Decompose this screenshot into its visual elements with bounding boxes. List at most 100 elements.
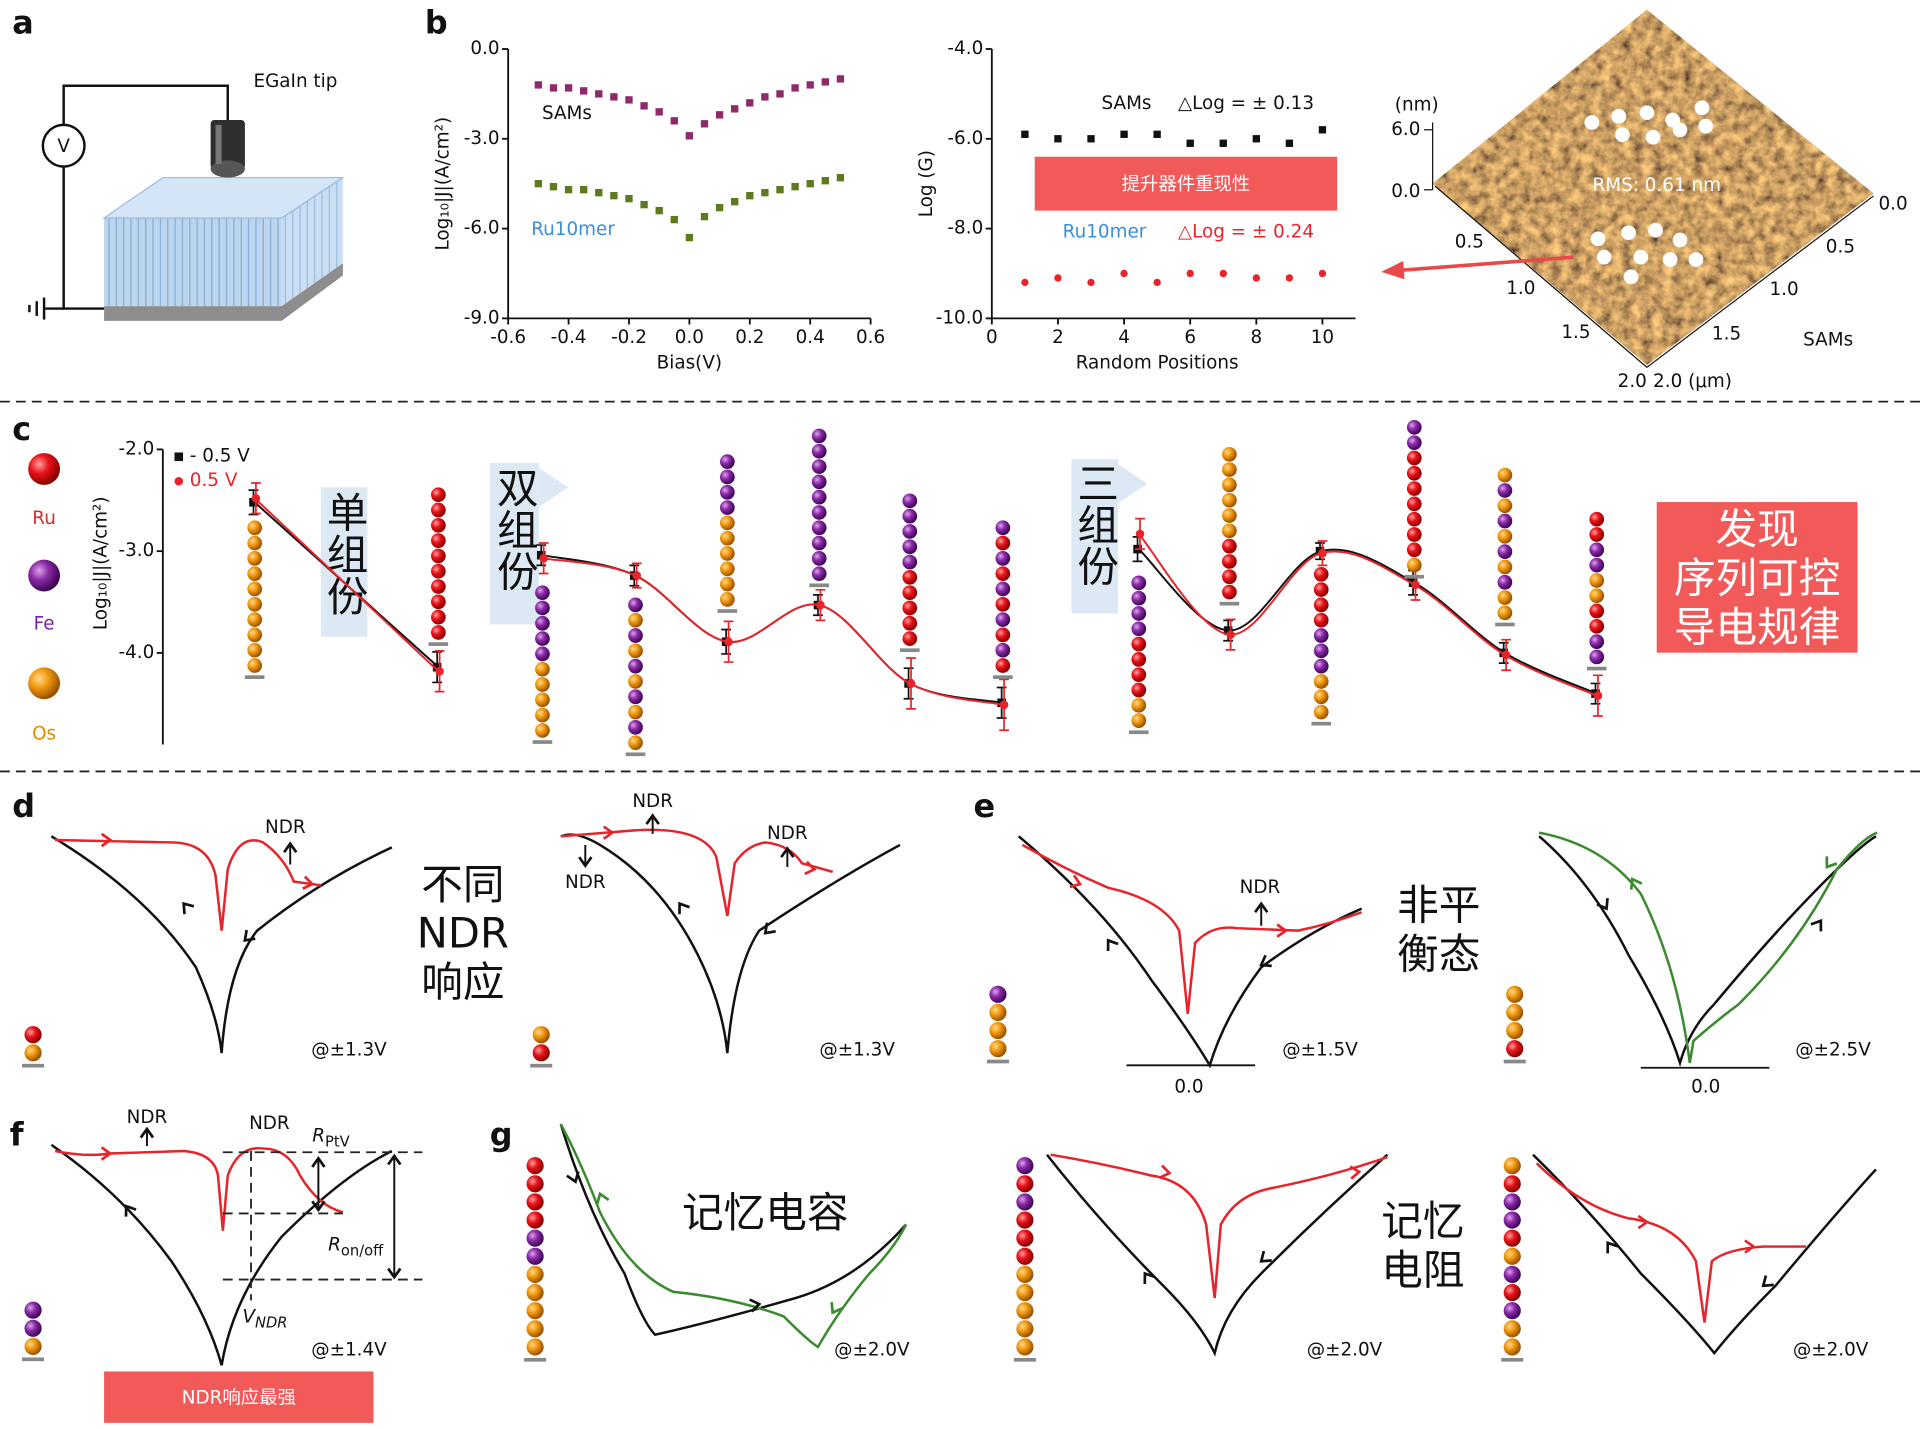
molecule [532,585,553,744]
point [564,84,573,92]
point [1120,269,1128,278]
point [685,233,694,242]
bead [526,1229,544,1247]
molecule [1495,467,1515,627]
x-tick-label: -0.6 [490,327,526,348]
afm-tick: 2.0 [1618,371,1647,392]
bead [1406,481,1422,496]
bead [1497,528,1513,544]
point [1318,548,1327,558]
point [1186,139,1194,147]
bead [1497,590,1513,605]
substrate [104,263,343,321]
bead [535,723,550,738]
legend-marker [174,476,184,486]
bead [720,561,735,577]
point [1223,626,1233,635]
bead [431,625,446,640]
y-tick-label: -3.0 [464,128,500,149]
bead [526,1211,544,1229]
bead [1497,559,1513,575]
electrode [1404,574,1425,579]
bead [247,642,263,658]
electrode [22,1357,45,1362]
bead [1406,450,1422,466]
legend-label: 0.5 V [190,470,238,491]
point [715,203,724,212]
arrowhead [1810,918,1823,932]
iv-curve [1538,835,1877,1068]
bead [995,627,1011,643]
molecule [524,1157,547,1362]
arrowhead [595,1191,610,1205]
bead [24,1044,42,1062]
point [1285,274,1294,282]
bead [1506,985,1524,1003]
x-tick-label: 0.2 [735,327,764,348]
bead [1503,1157,1521,1175]
bead [1589,603,1605,619]
bead [1222,492,1237,508]
highlight-box [1034,156,1338,211]
bead [902,615,918,631]
point [700,212,709,221]
bead [1222,446,1237,462]
bead [995,535,1011,551]
bead [535,692,550,708]
bead [535,585,550,601]
note: 响应 [421,958,504,1007]
molecule [717,454,738,613]
element-legend [28,453,60,700]
point [724,637,733,647]
bead [247,520,263,536]
bead [995,520,1011,536]
bead [431,533,446,548]
point [640,102,648,110]
arrowhead [1629,877,1643,890]
bead [247,612,263,627]
point [1120,130,1128,138]
bead [1506,1040,1524,1058]
bead [247,658,263,673]
tip-highlight [215,124,222,165]
note: 非平 [1397,881,1480,930]
bead [535,600,550,616]
bead [1406,527,1422,542]
point [1252,135,1260,143]
panel-label: g [490,1115,513,1153]
bead [995,658,1011,673]
electrode [993,675,1013,679]
electrode [1495,622,1515,627]
arrowhead [282,841,298,854]
bead [1506,1021,1524,1040]
arrowhead [1159,1164,1172,1179]
afm-tick: 0.5 [1826,236,1855,257]
arrowhead [387,1267,402,1280]
bead [720,515,735,531]
bead [1313,582,1329,597]
bead [628,720,643,735]
bead [1016,1229,1034,1247]
bead [989,1021,1007,1040]
iv-curve [1021,843,1363,1015]
molecule [809,428,829,588]
electrode [1311,721,1332,726]
iv-halo [1535,1162,1807,1323]
bead [24,1319,42,1337]
series-label: SAMs [542,103,592,124]
legend-marker [174,452,184,462]
bead [995,566,1011,582]
bead [720,592,735,607]
bead [902,524,918,539]
bead [247,581,263,597]
afm-z-tick: 0.0 [1391,181,1420,202]
bead [431,609,446,625]
point [806,81,814,89]
bead [526,1265,544,1284]
finding-text: 导电规律 [1674,603,1841,652]
bead [1016,1211,1034,1229]
point [685,132,694,140]
panel-label: e [973,787,995,825]
arrowhead [311,1200,326,1213]
